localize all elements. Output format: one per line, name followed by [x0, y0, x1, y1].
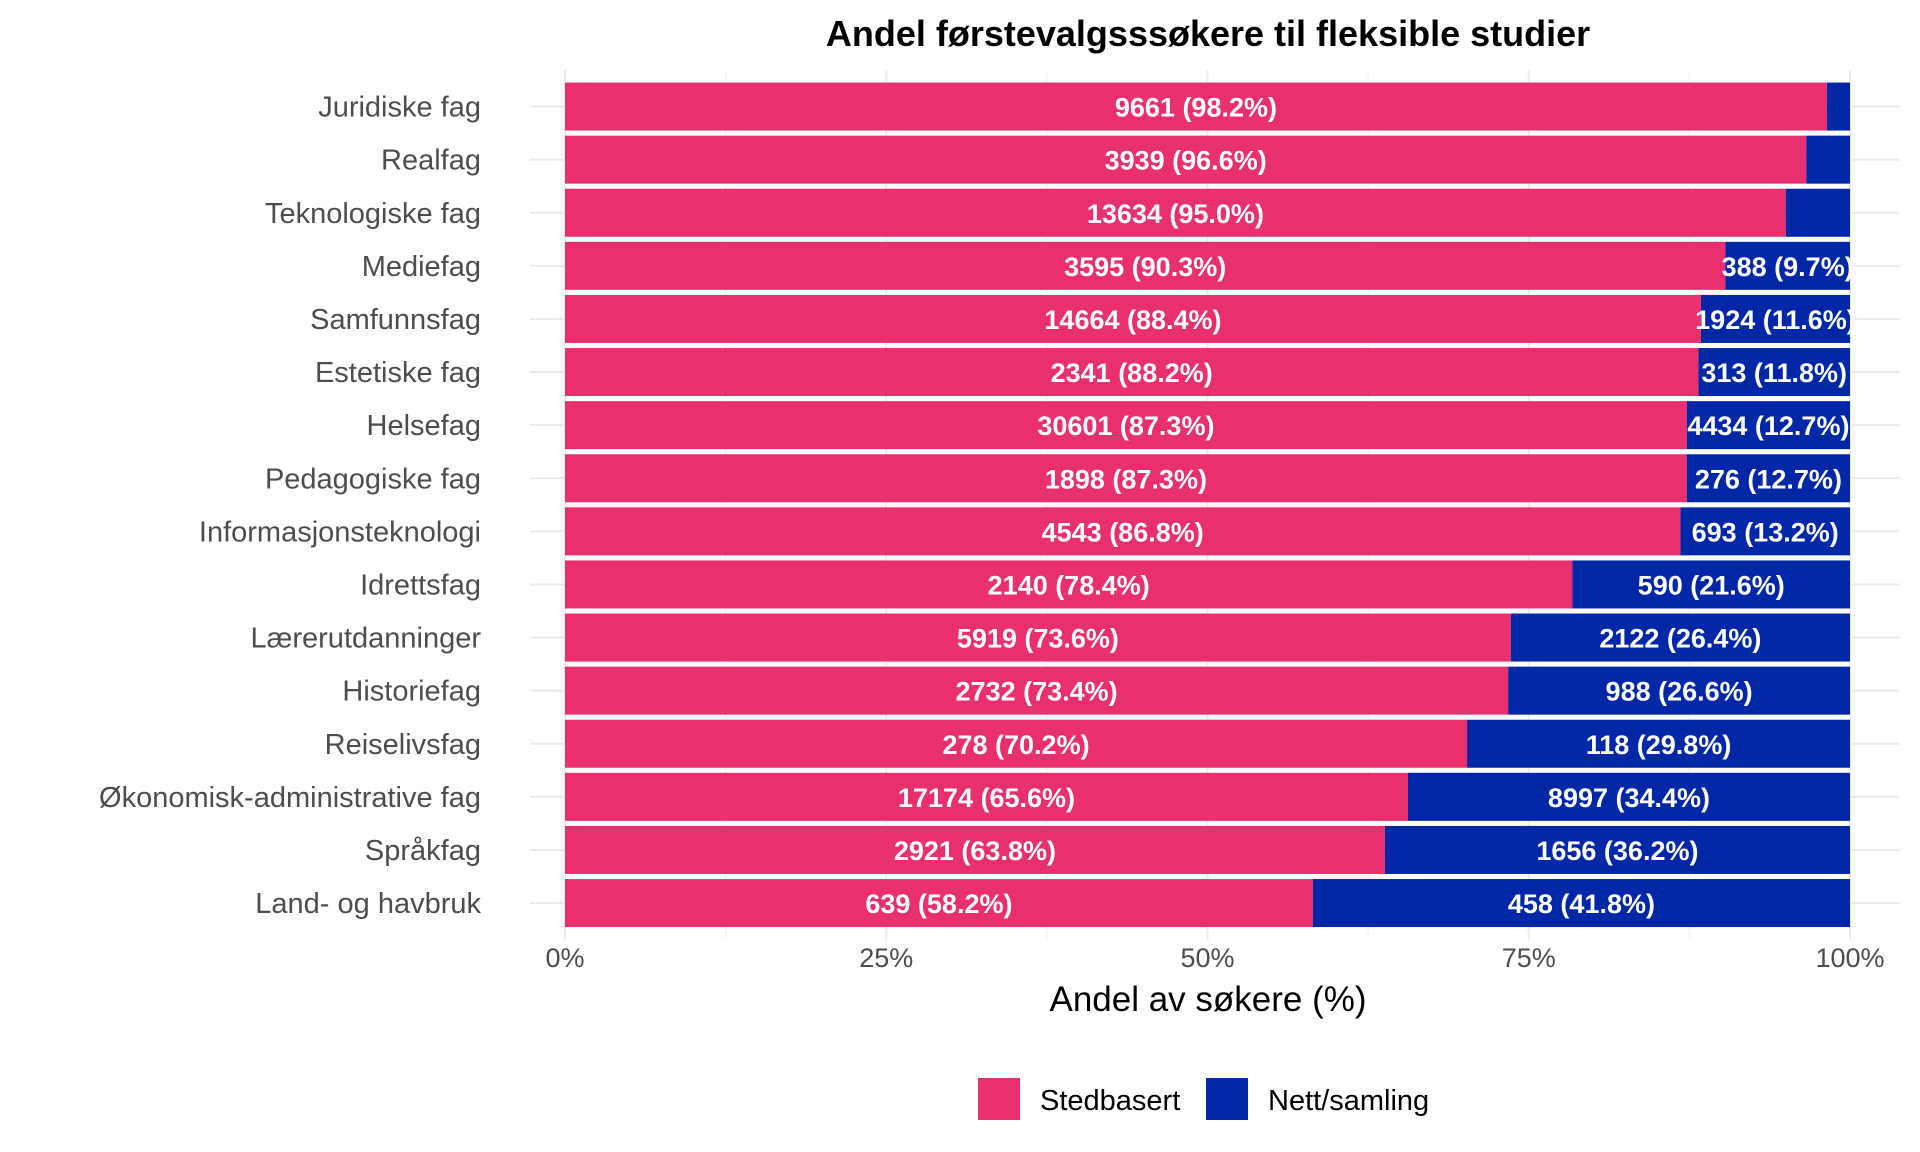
x-tick-labels: 0% 25% 50% 75% 100%	[545, 943, 1884, 973]
bar-value-label: 313 (11.8%)	[1701, 358, 1847, 388]
bar-value-label: 4434 (12.7%)	[1687, 411, 1849, 441]
bar-value-label: 3939 (96.6%)	[1105, 146, 1267, 176]
category-label: Økonomisk-administrative fag	[99, 782, 481, 814]
bar-segment-nett-samling	[1572, 560, 1850, 609]
x-axis-title: Andel av søkere (%)	[1049, 980, 1366, 1019]
bar-value-label: 693 (13.2%)	[1692, 517, 1839, 547]
bar-segment-nett-samling	[1312, 879, 1850, 928]
bar-segment-nett-samling	[1826, 82, 1850, 131]
bar-segment-stedbasert	[565, 507, 1681, 556]
category-label: Historiefag	[342, 676, 481, 708]
x-tick-label: 75%	[1502, 943, 1556, 973]
bar-segment-nett-samling	[1680, 507, 1850, 556]
bar-value-label: 2921 (63.8%)	[894, 836, 1056, 866]
bar-value-label: 8997 (34.4%)	[1548, 783, 1710, 813]
category-label: Språkfag	[365, 835, 481, 867]
bar-value-label: 1898 (87.3%)	[1045, 464, 1207, 494]
category-label: Estetiske fag	[315, 357, 481, 389]
category-label: Juridiske fag	[318, 92, 481, 124]
bar-segment-stedbasert	[565, 135, 1807, 184]
bar-value-label: 17174 (65.6%)	[898, 783, 1075, 813]
bar-segment-nett-samling	[1686, 401, 1850, 450]
category-label: Reiselivsfag	[325, 729, 481, 761]
bar-segment-stedbasert	[565, 401, 1687, 450]
bar-value-label: 30601 (87.3%)	[1037, 411, 1214, 441]
bar-segment-nett-samling	[1686, 454, 1850, 503]
category-label: Informasjonsteknologi	[199, 516, 481, 548]
bar-value-label: 1924 (11.6%)	[1695, 305, 1856, 335]
legend-swatch	[978, 1078, 1020, 1120]
bar-value-label: 276 (12.7%)	[1695, 464, 1842, 494]
bar-value-label: 118 (29.8%)	[1586, 730, 1732, 760]
bar-segment-nett-samling	[1725, 241, 1850, 290]
bar-segment-nett-samling	[1510, 613, 1850, 662]
bar-segment-nett-samling	[1384, 825, 1850, 874]
bar-value-label: 2732 (73.4%)	[956, 677, 1118, 707]
x-tick-label: 50%	[1180, 943, 1234, 973]
bar-segment-stedbasert	[565, 294, 1701, 343]
bar-segment-stedbasert	[565, 241, 1726, 290]
category-label: Helsefag	[367, 410, 481, 442]
x-tick-label: 0%	[545, 943, 584, 973]
bar-value-label: 4543 (86.8%)	[1042, 517, 1204, 547]
bar-value-label: 2140 (78.4%)	[988, 570, 1150, 600]
bar-segment-stedbasert	[565, 454, 1687, 503]
bar-segment-nett-samling	[1508, 666, 1850, 715]
bar-segment-stedbasert	[565, 82, 1827, 131]
bar-value-label: 5919 (73.6%)	[957, 624, 1119, 654]
chart-title: Andel førstevalgsssøkere til fleksible s…	[826, 13, 1590, 54]
bar-value-label: 988 (26.6%)	[1606, 677, 1753, 707]
bar-segment-nett-samling	[1785, 188, 1850, 237]
bar-value-label: 1656 (36.2%)	[1536, 836, 1698, 866]
bar-value-label: 388 (9.7%)	[1722, 252, 1854, 282]
bar-segment-stedbasert	[565, 666, 1509, 715]
bar-segment-nett-samling	[1806, 135, 1850, 184]
category-labels: Juridiske fag Realfag Teknologiske fag Medi…	[99, 92, 481, 920]
bar-value-label: 14664 (88.4%)	[1044, 305, 1221, 335]
bar-value-label: 2122 (26.4%)	[1599, 624, 1761, 654]
bar-segment-stedbasert	[565, 348, 1699, 397]
x-tick-label: 25%	[859, 943, 913, 973]
bar-value-label: 458 (41.8%)	[1508, 889, 1655, 919]
bar-value-label: 639 (58.2%)	[865, 889, 1012, 919]
category-label: Idrettsfag	[360, 569, 481, 601]
bar-value-label: 3595 (90.3%)	[1064, 252, 1226, 282]
bar-value-label: 278 (70.2%)	[942, 730, 1089, 760]
legend-label: Nett/samling	[1268, 1085, 1429, 1117]
bar-segment-stedbasert	[565, 825, 1385, 874]
bar-segment-stedbasert	[565, 188, 1786, 237]
legend: Stedbasert Nett/samling	[978, 1078, 1429, 1120]
bars: 9661 (98.2%) 3939 (96.6%) 13634 (95.0%) 359…	[565, 82, 1856, 928]
bar-segment-stedbasert	[565, 613, 1511, 662]
category-label: Land- og havbruk	[255, 888, 481, 920]
category-label: Pedagogiske fag	[265, 463, 481, 495]
bar-value-label: 13634 (95.0%)	[1087, 199, 1264, 229]
bar-segment-stedbasert	[565, 560, 1573, 609]
bar-value-label: 2341 (88.2%)	[1051, 358, 1213, 388]
category-label: Teknologiske fag	[265, 198, 481, 230]
category-label: Mediefag	[362, 251, 481, 283]
category-label: Lærerutdanninger	[250, 623, 481, 655]
bar-segment-nett-samling	[1698, 348, 1850, 397]
legend-label: Stedbasert	[1040, 1085, 1180, 1117]
bar-segment-nett-samling	[1700, 294, 1850, 343]
legend-swatch	[1206, 1078, 1248, 1120]
bar-segment-stedbasert	[565, 719, 1468, 768]
bar-segment-stedbasert	[565, 879, 1313, 928]
bar-segment-nett-samling	[1407, 772, 1850, 821]
bar-segment-stedbasert	[565, 772, 1408, 821]
category-label: Samfunnsfag	[310, 304, 481, 336]
category-label: Realfag	[381, 145, 481, 177]
x-tick-label: 100%	[1815, 943, 1884, 973]
bar-segment-nett-samling	[1467, 719, 1850, 768]
bar-value-label: 590 (21.6%)	[1638, 570, 1785, 600]
bar-value-label: 9661 (98.2%)	[1115, 93, 1277, 123]
